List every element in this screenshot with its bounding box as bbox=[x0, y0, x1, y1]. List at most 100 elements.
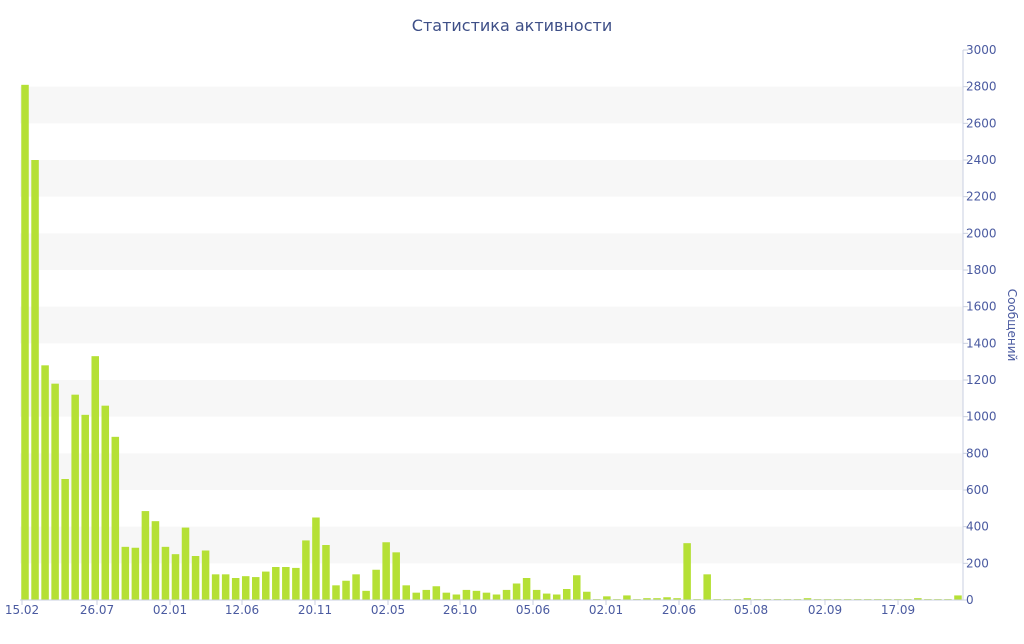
bar bbox=[392, 552, 400, 600]
bar bbox=[241, 576, 250, 600]
bar bbox=[542, 593, 551, 600]
bar bbox=[292, 567, 300, 600]
bar bbox=[121, 546, 130, 600]
background-band bbox=[20, 380, 963, 417]
bar bbox=[583, 591, 591, 600]
bar bbox=[512, 583, 521, 600]
bar bbox=[803, 598, 812, 600]
bar bbox=[372, 569, 380, 600]
x-tick-label: 02.09 bbox=[808, 603, 842, 617]
x-tick-label: 02.05 bbox=[371, 603, 405, 617]
bar bbox=[31, 160, 39, 600]
x-tick-label: 17.09 bbox=[881, 603, 915, 617]
bar bbox=[91, 356, 99, 600]
bar bbox=[643, 598, 651, 600]
bar bbox=[322, 545, 330, 600]
bar bbox=[492, 594, 501, 600]
background-band bbox=[20, 233, 963, 270]
y-axis-label: Сообщений bbox=[1005, 289, 1019, 362]
x-tick-label: 05.06 bbox=[516, 603, 550, 617]
background-band bbox=[20, 453, 963, 490]
y-tick-label: 2400 bbox=[966, 153, 997, 167]
x-tick-label: 26.07 bbox=[80, 603, 114, 617]
bar bbox=[623, 595, 631, 600]
bar bbox=[81, 414, 89, 600]
bar bbox=[562, 589, 571, 600]
y-tick-label: 200 bbox=[966, 556, 989, 570]
bar bbox=[262, 571, 270, 600]
bar bbox=[141, 511, 150, 600]
bar bbox=[171, 554, 180, 600]
bar bbox=[663, 597, 671, 600]
bar bbox=[552, 594, 561, 600]
y-tick-label: 2200 bbox=[966, 190, 997, 204]
chart-title: Статистика активности bbox=[412, 16, 612, 35]
x-tick-label: 20.06 bbox=[662, 603, 696, 617]
bar bbox=[472, 590, 481, 600]
bar bbox=[211, 574, 220, 600]
bar bbox=[412, 592, 421, 600]
y-tick-label: 1800 bbox=[966, 263, 997, 277]
bar bbox=[191, 556, 200, 600]
bar bbox=[442, 592, 451, 600]
bar bbox=[532, 589, 541, 600]
bar bbox=[382, 542, 390, 600]
x-tick-label: 15.02 bbox=[5, 603, 39, 617]
bar bbox=[312, 517, 320, 600]
bar bbox=[231, 578, 240, 600]
bar bbox=[131, 547, 140, 600]
bar bbox=[462, 589, 471, 600]
y-tick-label: 2800 bbox=[966, 80, 997, 94]
bar bbox=[352, 574, 360, 600]
bar bbox=[332, 585, 340, 600]
y-tick-label: 2000 bbox=[966, 226, 997, 240]
bar bbox=[342, 580, 350, 600]
y-tick-label: 2600 bbox=[966, 116, 997, 130]
y-tick-label: 0 bbox=[966, 593, 974, 607]
x-tick-label: 26.10 bbox=[443, 603, 477, 617]
bar bbox=[161, 546, 170, 600]
bar bbox=[954, 595, 962, 600]
bar bbox=[151, 521, 160, 600]
bar bbox=[221, 574, 230, 600]
bar bbox=[573, 575, 581, 600]
bar bbox=[272, 567, 280, 600]
bar bbox=[111, 436, 120, 600]
background-bands bbox=[20, 86, 963, 564]
y-tick-label: 800 bbox=[966, 446, 989, 460]
bar-series bbox=[21, 84, 962, 600]
bar bbox=[251, 577, 260, 600]
bar bbox=[432, 586, 441, 600]
bar bbox=[101, 405, 110, 600]
background-band bbox=[20, 526, 963, 564]
y-tick-label: 400 bbox=[966, 520, 989, 534]
y-tick-label: 1200 bbox=[966, 373, 997, 387]
y-tick-label: 1000 bbox=[966, 410, 997, 424]
background-band bbox=[20, 86, 963, 124]
background-band bbox=[20, 306, 963, 344]
x-tick-label: 12.06 bbox=[225, 603, 259, 617]
bar bbox=[683, 543, 691, 600]
bar bbox=[653, 598, 661, 600]
y-tick-label: 3000 bbox=[966, 43, 997, 57]
x-tick-label: 20.11 bbox=[298, 603, 332, 617]
bar bbox=[282, 567, 290, 600]
bar bbox=[51, 383, 59, 600]
bar bbox=[502, 589, 511, 600]
bar bbox=[522, 578, 531, 600]
bar bbox=[914, 598, 922, 600]
bar bbox=[482, 592, 491, 600]
bar bbox=[302, 540, 310, 600]
bar bbox=[673, 598, 681, 600]
y-axis-ticks: 0 200 400 600 800 1000 1200 1400 1600 1800 2000 220… bbox=[963, 43, 997, 607]
bar bbox=[362, 590, 370, 600]
bar bbox=[41, 365, 49, 600]
bar bbox=[21, 84, 29, 600]
y-tick-label: 1600 bbox=[966, 300, 997, 314]
x-axis-ticks: 15.02 26.07 02.01 12.06 20.11 02.05 26.10 05.06… bbox=[5, 600, 915, 617]
bar bbox=[181, 527, 190, 600]
bar bbox=[422, 589, 431, 600]
background-band bbox=[20, 160, 963, 197]
